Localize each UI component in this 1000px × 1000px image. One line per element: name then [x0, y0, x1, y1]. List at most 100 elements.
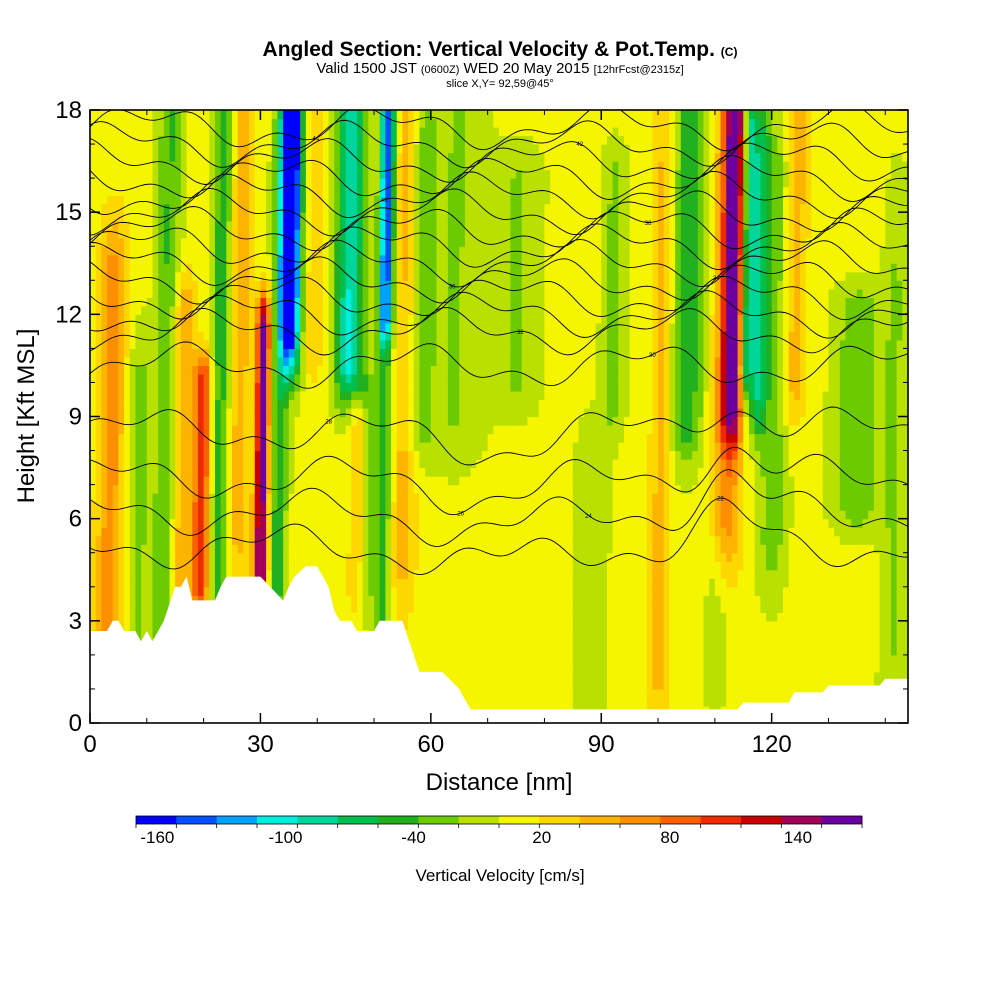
velocity-cell: [476, 365, 483, 375]
velocity-cell: [379, 544, 386, 554]
velocity-cell: [391, 544, 398, 554]
velocity-cell: [402, 203, 409, 213]
velocity-cell: [249, 527, 256, 537]
velocity-cell: [464, 135, 472, 145]
velocity-cell: [408, 637, 415, 647]
velocity-cell: [464, 237, 472, 247]
velocity-cell: [317, 493, 324, 503]
velocity-cell: [356, 373, 364, 384]
velocity-cell: [186, 450, 193, 460]
velocity-cell: [277, 373, 284, 384]
velocity-cell: [254, 237, 262, 247]
velocity-cell: [254, 476, 262, 486]
velocity-cell: [152, 118, 159, 128]
velocity-cell: [334, 135, 341, 145]
velocity-cell: [300, 203, 307, 213]
velocity-cell: [442, 246, 449, 256]
velocity-cell: [192, 365, 199, 375]
velocity-cell: [135, 348, 142, 358]
velocity-cell: [237, 561, 244, 571]
velocity-cell: [300, 161, 307, 171]
velocity-cell: [146, 390, 154, 401]
velocity-cell: [129, 612, 137, 622]
velocity-cell: [197, 467, 205, 477]
velocity-cell: [464, 186, 472, 196]
velocity-cell: [232, 467, 239, 477]
velocity-cell: [368, 527, 375, 537]
velocity-cell: [442, 195, 449, 205]
velocity-cell: [385, 169, 392, 179]
velocity-cell: [283, 135, 290, 145]
velocity-cell: [300, 552, 307, 562]
velocity-cell: [107, 467, 114, 477]
velocity-cell: [135, 535, 142, 545]
velocity-cell: [141, 110, 148, 120]
velocity-cell: [141, 229, 148, 239]
velocity-cell: [237, 390, 244, 401]
velocity-cell: [146, 110, 154, 120]
velocity-cell: [220, 110, 227, 120]
velocity-cell: [459, 348, 466, 358]
velocity-cell: [90, 595, 97, 605]
velocity-cell: [470, 442, 477, 452]
velocity-cell: [226, 203, 233, 213]
velocity-cell: [169, 493, 176, 503]
velocity-cell: [356, 110, 364, 120]
velocity-cell: [345, 144, 352, 154]
velocity-cell: [124, 263, 131, 273]
velocity-cell: [339, 356, 347, 367]
velocity-cell: [152, 382, 159, 392]
velocity-cell: [163, 493, 171, 503]
velocity-cell: [266, 493, 273, 503]
velocity-cell: [192, 254, 199, 264]
velocity-cell: [430, 654, 438, 664]
velocity-cell: [385, 110, 392, 120]
velocity-cell: [453, 237, 460, 247]
velocity-cell: [95, 586, 102, 596]
velocity-cell: [260, 476, 267, 486]
velocity-cell: [413, 416, 421, 426]
velocity-cell: [334, 322, 341, 332]
velocity-cell: [425, 152, 432, 162]
velocity-cell: [351, 297, 358, 307]
velocity-cell: [436, 544, 443, 554]
velocity-cell: [283, 569, 290, 579]
velocity-cell: [95, 527, 102, 537]
velocity-cell: [271, 169, 279, 179]
velocity-cell: [379, 322, 386, 332]
velocity-cell: [101, 390, 108, 401]
velocity-cell: [419, 161, 426, 171]
velocity-cell: [186, 144, 193, 154]
velocity-cell: [232, 118, 239, 128]
velocity-cell: [464, 663, 472, 673]
velocity-cell: [300, 288, 307, 298]
velocity-cell: [271, 246, 279, 256]
velocity-cell: [442, 382, 449, 392]
velocity-cell: [232, 484, 239, 494]
velocity-cell: [254, 161, 262, 171]
velocity-cell: [470, 459, 477, 469]
velocity-cell: [107, 195, 114, 205]
velocity-cell: [362, 459, 369, 469]
velocity-cell: [146, 484, 154, 494]
velocity-cell: [288, 510, 296, 520]
velocity-cell: [129, 561, 137, 571]
velocity-cell: [442, 518, 449, 528]
velocity-cell: [408, 348, 415, 358]
velocity-cell: [311, 450, 318, 460]
velocity-cell: [152, 561, 159, 571]
velocity-cell: [345, 220, 352, 230]
velocity-cell: [430, 271, 438, 281]
velocity-cell: [470, 356, 477, 367]
velocity-cell: [192, 442, 199, 452]
velocity-cell: [351, 161, 358, 171]
velocity-cell: [328, 407, 335, 418]
velocity-cell: [152, 578, 159, 588]
velocity-cell: [408, 425, 415, 435]
velocity-cell: [413, 612, 421, 622]
velocity-cell: [175, 161, 182, 171]
velocity-cell: [203, 127, 210, 137]
velocity-cell: [442, 169, 449, 179]
velocity-cell: [430, 178, 438, 188]
